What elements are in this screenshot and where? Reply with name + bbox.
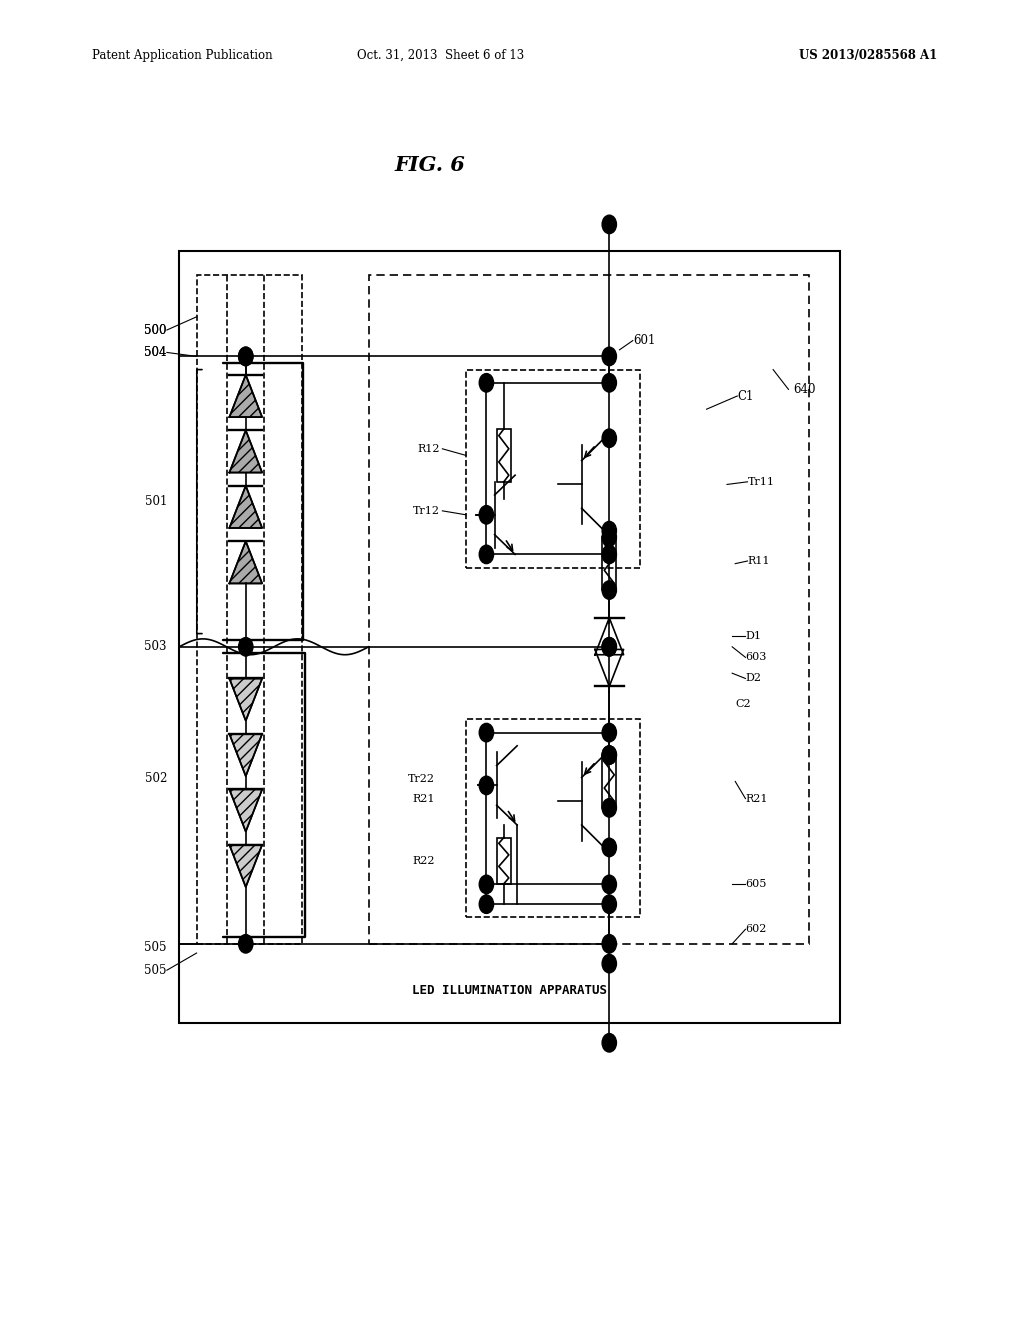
Circle shape bbox=[239, 347, 253, 366]
Text: C2: C2 bbox=[735, 698, 751, 709]
Circle shape bbox=[602, 347, 616, 366]
Bar bbox=[497, 838, 511, 884]
Circle shape bbox=[479, 723, 494, 742]
Bar bbox=[466, 719, 640, 917]
Text: LED ILLUMINATION APPARATUS: LED ILLUMINATION APPARATUS bbox=[412, 983, 607, 997]
Circle shape bbox=[602, 746, 616, 764]
Text: Tr11: Tr11 bbox=[748, 477, 774, 487]
Text: 603: 603 bbox=[745, 652, 767, 663]
Circle shape bbox=[602, 935, 616, 953]
Circle shape bbox=[239, 935, 253, 953]
Polygon shape bbox=[229, 845, 262, 887]
Text: Tr12: Tr12 bbox=[414, 506, 440, 516]
Text: Oct. 31, 2013  Sheet 6 of 13: Oct. 31, 2013 Sheet 6 of 13 bbox=[356, 49, 524, 62]
Text: 505: 505 bbox=[144, 941, 167, 954]
Polygon shape bbox=[229, 375, 262, 417]
Text: 601: 601 bbox=[633, 334, 655, 347]
Circle shape bbox=[602, 545, 616, 564]
Circle shape bbox=[239, 638, 253, 656]
Circle shape bbox=[479, 545, 494, 564]
Circle shape bbox=[602, 723, 616, 742]
Text: 602: 602 bbox=[745, 924, 767, 935]
Circle shape bbox=[479, 875, 494, 894]
Text: 504: 504 bbox=[144, 346, 167, 359]
Circle shape bbox=[602, 799, 616, 817]
Circle shape bbox=[602, 215, 616, 234]
Bar bbox=[602, 755, 616, 808]
Circle shape bbox=[479, 374, 494, 392]
Circle shape bbox=[602, 954, 616, 973]
Text: R11: R11 bbox=[748, 556, 770, 566]
Circle shape bbox=[479, 506, 494, 524]
Text: 640: 640 bbox=[794, 383, 816, 396]
Circle shape bbox=[602, 528, 616, 546]
Bar bbox=[369, 275, 809, 944]
Circle shape bbox=[602, 1034, 616, 1052]
Text: 504: 504 bbox=[144, 346, 167, 359]
Text: US 2013/0285568 A1: US 2013/0285568 A1 bbox=[799, 49, 937, 62]
Circle shape bbox=[602, 581, 616, 599]
Circle shape bbox=[602, 521, 616, 540]
Bar bbox=[197, 275, 302, 944]
Polygon shape bbox=[229, 789, 262, 832]
Polygon shape bbox=[229, 678, 262, 721]
Text: 501: 501 bbox=[144, 495, 167, 508]
Circle shape bbox=[479, 895, 494, 913]
Bar bbox=[466, 370, 640, 568]
Circle shape bbox=[602, 838, 616, 857]
Text: 500: 500 bbox=[144, 323, 167, 337]
Circle shape bbox=[602, 374, 616, 392]
Text: D1: D1 bbox=[745, 631, 762, 642]
Text: R21: R21 bbox=[745, 793, 768, 804]
Polygon shape bbox=[229, 430, 262, 473]
Circle shape bbox=[479, 776, 494, 795]
Text: R21: R21 bbox=[413, 793, 435, 804]
Text: R12: R12 bbox=[418, 444, 440, 454]
Text: R22: R22 bbox=[413, 855, 435, 866]
Circle shape bbox=[602, 429, 616, 447]
Text: C1: C1 bbox=[737, 389, 754, 403]
Bar bbox=[179, 251, 840, 1023]
Circle shape bbox=[239, 347, 253, 366]
Bar bbox=[602, 537, 616, 590]
Text: 500: 500 bbox=[144, 323, 167, 337]
Text: 502: 502 bbox=[144, 772, 167, 785]
Circle shape bbox=[602, 875, 616, 894]
Text: 505: 505 bbox=[144, 964, 167, 977]
Circle shape bbox=[602, 895, 616, 913]
Text: FIG. 6: FIG. 6 bbox=[394, 154, 466, 176]
Circle shape bbox=[602, 746, 616, 764]
Text: Tr22: Tr22 bbox=[409, 774, 435, 784]
Text: 605: 605 bbox=[745, 879, 767, 890]
Polygon shape bbox=[229, 486, 262, 528]
Text: D2: D2 bbox=[745, 673, 762, 684]
Circle shape bbox=[602, 638, 616, 656]
Polygon shape bbox=[229, 734, 262, 776]
Bar bbox=[497, 429, 511, 482]
Text: 503: 503 bbox=[144, 640, 167, 653]
Text: Patent Application Publication: Patent Application Publication bbox=[92, 49, 272, 62]
Polygon shape bbox=[229, 541, 262, 583]
Circle shape bbox=[602, 638, 616, 656]
